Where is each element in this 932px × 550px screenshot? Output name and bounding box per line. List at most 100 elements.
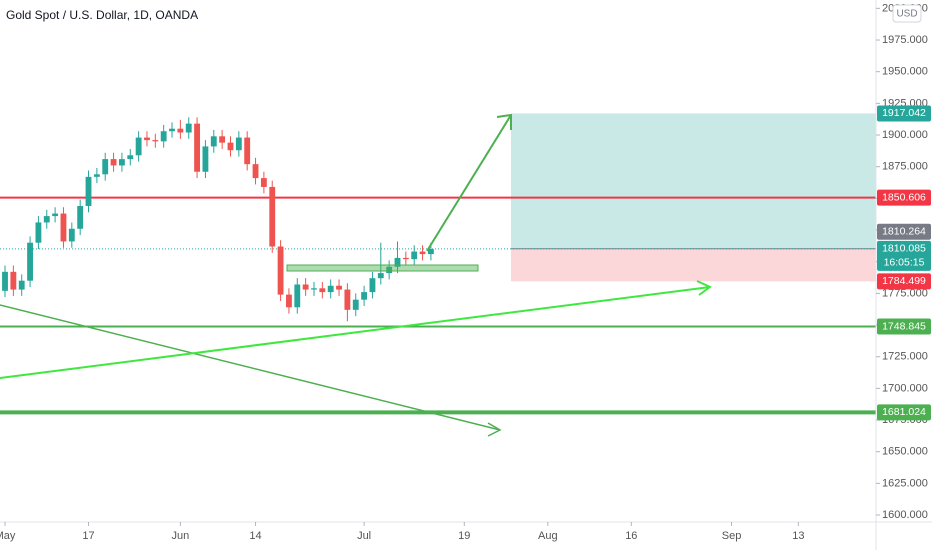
arrow-head [696,280,712,296]
entry-label-bg [877,223,931,240]
level-label-bg [877,318,931,335]
candle-body [85,176,92,206]
candle-body [227,142,234,151]
candle-body [177,128,184,133]
candle-body [411,251,418,260]
level-label: 1850.606 [882,191,926,203]
trend-line [0,286,711,379]
candle-body [194,123,201,172]
time-axis-bg [0,522,932,550]
price-badges: 1917.042 1784.499 1810.264 1850.606 1748.845… [877,105,931,421]
level-label-bg [877,404,931,421]
candle-body [336,285,342,290]
y-tick-label: 1900.000 [882,129,928,141]
candle-body [219,136,226,143]
x-tick-label: 17 [82,530,94,542]
x-tick-label: 13 [792,530,804,542]
candle-body [319,288,326,293]
last-price-label: 1810.085 [882,243,926,255]
y-tick-label: 1600.000 [882,509,928,521]
y-tick-label: 1775.000 [882,287,928,299]
candle-body [427,249,434,255]
y-tick-label: 1950.000 [882,66,928,78]
x-tick-label: 16 [625,530,637,542]
plot-area [0,113,876,415]
candle-body [93,174,100,177]
candle-body [102,159,109,175]
level-label: 1681.024 [882,406,926,418]
candle-body [127,155,134,160]
currency-label: USD [896,9,917,20]
candle-body [2,271,8,291]
candle-body [144,137,150,141]
x-tick-label: Sep [722,530,742,542]
candle-body [302,284,309,290]
level-label: 1748.845 [882,320,926,332]
candle-body [43,216,50,223]
chart-title: Gold Spot / U.S. Dollar, 1D, OANDA [6,8,198,22]
candle-body [68,228,75,242]
y-tick-label: 1700.000 [882,382,928,394]
candle-body [327,285,334,293]
drawings [0,113,712,437]
candle-body [394,257,401,267]
candle-body [269,186,276,247]
x-tick-label: 14 [249,530,261,542]
candle-body [160,131,167,142]
candle-body [35,222,42,243]
candle-body [135,137,142,156]
candle-body [60,213,67,242]
candle-body [252,164,259,179]
stop-label-bg [877,273,931,290]
candle-body [152,140,159,142]
x-tick-label: 19 [458,530,470,542]
y-tick-label: 1975.000 [882,34,928,46]
last-price-bg [877,240,931,271]
profit-zone [511,113,876,249]
candle-body [210,136,217,147]
candle-body [361,292,368,300]
candle-body [277,246,284,295]
candle-body [118,159,125,166]
candle-body [77,205,84,229]
candle-body [377,273,384,279]
trend-line [0,304,501,431]
x-tick-label: Jul [357,530,371,542]
candle-body [352,299,359,310]
projection-arrow [426,114,512,252]
candle-body [294,284,301,308]
target-label-bg [877,105,931,122]
arrow-head [487,422,502,437]
x-tick-label: May [0,530,16,542]
target-label: 1917.042 [882,107,926,119]
candle-body [185,123,192,133]
y-tick-label: 1875.000 [882,161,928,173]
candle-body [386,266,393,274]
entry-label: 1810.264 [882,225,926,237]
loss-zone [511,248,876,282]
candle-body [27,242,33,281]
stop-label: 1784.499 [882,275,926,287]
candle-body [344,289,351,310]
candle-body [169,128,175,132]
candle-body [202,146,209,172]
candle-body [311,288,317,290]
x-tick-label: Jun [172,530,190,542]
candle-body [402,257,409,260]
candle-body [369,278,376,293]
candle-body [110,159,117,166]
x-tick-label: Aug [538,530,558,542]
level-label-bg [877,189,931,206]
zone [286,264,479,272]
countdown-label: 16:05:15 [884,257,925,269]
candle-body [18,280,25,290]
currency-badge[interactable] [892,4,922,23]
candle-body [244,137,251,165]
y-tick-label: 1625.000 [882,477,928,489]
candle-body [286,294,292,308]
y-tick-label: 1725.000 [882,351,928,363]
candle-body [10,271,17,290]
candle-body [260,178,267,187]
